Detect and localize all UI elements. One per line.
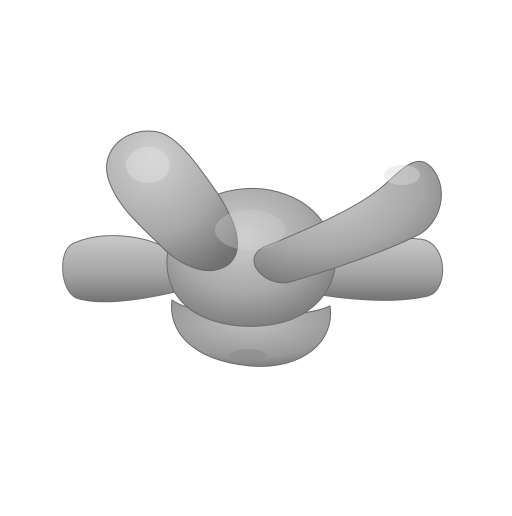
left-arm-highlight — [126, 147, 170, 183]
right-arm-highlight — [384, 165, 420, 185]
right-arm — [253, 160, 442, 284]
body-highlight — [215, 210, 285, 250]
base-dimple — [230, 349, 266, 361]
left-limb — [62, 235, 176, 303]
